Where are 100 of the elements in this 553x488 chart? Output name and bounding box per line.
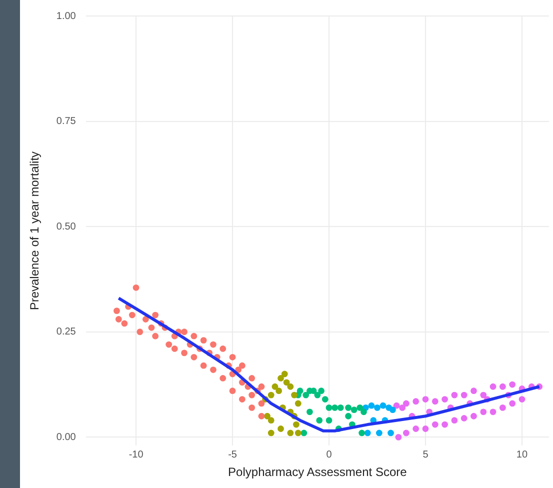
point [499,383,506,390]
point [171,346,178,352]
y-tick-label: 1.00 [56,10,76,22]
point [114,308,120,314]
point [220,375,226,382]
point [166,341,172,348]
point [210,341,216,348]
point [350,406,358,413]
point [326,417,332,424]
point [451,417,458,424]
point [238,396,246,402]
point [291,392,298,398]
point [287,430,294,436]
point [132,284,140,291]
point [345,404,352,411]
point [480,408,487,416]
point [181,350,188,356]
point [490,408,496,416]
x-tick-label: -5 [228,449,238,460]
point [518,396,526,402]
point [152,332,159,340]
point [399,404,406,411]
point [376,430,382,436]
point [509,381,516,388]
point [380,402,386,409]
point [294,400,302,407]
point [302,392,310,398]
point [258,412,265,420]
point [268,430,274,436]
point [490,383,496,390]
point [121,320,128,327]
x-tick-label: 5 [422,449,429,460]
point [432,421,438,428]
point [268,392,274,398]
point [281,370,288,378]
point [200,337,207,344]
point [412,426,420,432]
point [388,430,394,436]
point [314,392,321,398]
point [268,417,274,424]
point [220,346,226,352]
point [258,383,265,390]
point [470,388,477,394]
point [460,415,468,422]
point [389,406,396,413]
point [345,412,352,420]
point [272,383,278,390]
point [229,388,236,394]
point [422,396,429,402]
point [509,400,516,407]
point [287,383,294,390]
y-tick-label: 0.00 [56,432,76,443]
point [229,354,236,360]
point [393,402,400,409]
point [322,396,328,402]
point [278,375,284,382]
point [356,404,364,411]
point [358,430,366,436]
point [368,402,375,409]
point [460,392,468,398]
point [238,362,246,369]
point [276,388,282,394]
y-axis-title: Prevalence of 1 year mortality [28,151,42,310]
point [442,396,448,402]
point [210,366,216,373]
point [432,398,438,405]
point [115,316,122,322]
point [258,400,265,407]
point [403,400,410,407]
x-axis-title: Polypharmacy Assessment Score [228,465,408,480]
point [148,324,155,331]
point [364,430,371,436]
point [337,404,344,411]
point [278,426,284,432]
point [152,312,159,318]
point [451,392,458,398]
point [293,421,300,428]
x-tick-label: 0 [326,449,332,460]
point [181,328,188,336]
point [136,328,144,336]
point [248,375,256,382]
point [248,392,256,398]
point [296,388,304,394]
point [248,404,256,411]
y-tick-label: 0.75 [56,116,76,128]
point [300,430,308,436]
point [480,392,487,398]
point [264,412,270,420]
point [470,412,477,420]
point [395,434,402,440]
point [128,312,136,318]
point [294,430,302,436]
point [142,316,149,322]
point [403,430,410,436]
point [200,362,207,369]
point [422,426,429,432]
point [190,354,198,360]
point [499,404,506,411]
point [326,404,332,411]
point [442,421,448,428]
